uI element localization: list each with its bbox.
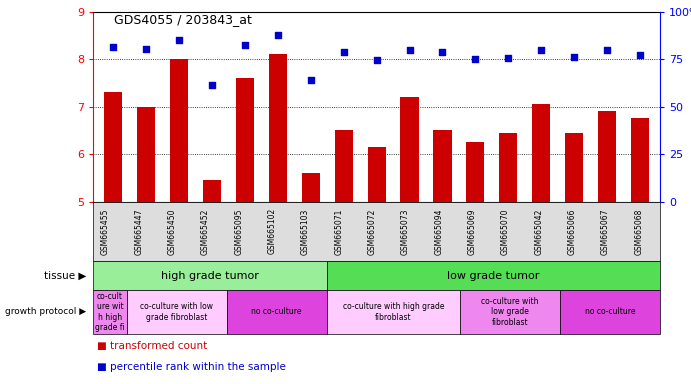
Text: GSM665069: GSM665069 — [468, 208, 477, 255]
Point — [470, 56, 481, 62]
Text: GSM665042: GSM665042 — [534, 208, 543, 255]
Text: GSM665094: GSM665094 — [434, 208, 443, 255]
Bar — [170, 59, 188, 202]
Text: GSM665073: GSM665073 — [401, 208, 410, 255]
Point — [272, 32, 283, 38]
Text: GSM665450: GSM665450 — [168, 208, 177, 255]
Bar — [401, 97, 419, 202]
Point — [371, 57, 382, 63]
Text: co-culture with
low grade
fibroblast: co-culture with low grade fibroblast — [481, 297, 539, 327]
Bar — [203, 180, 221, 202]
Text: GSM665452: GSM665452 — [201, 208, 210, 255]
Point — [239, 42, 250, 48]
Text: GSM665102: GSM665102 — [267, 208, 276, 255]
Point — [108, 44, 119, 50]
Text: no co-culture: no co-culture — [252, 308, 302, 316]
Text: co-culture with low
grade fibroblast: co-culture with low grade fibroblast — [140, 302, 213, 322]
Point — [536, 47, 547, 53]
Bar — [334, 130, 352, 202]
Text: GSM665071: GSM665071 — [334, 208, 343, 255]
Point — [140, 46, 151, 52]
Bar — [598, 111, 616, 202]
Point — [437, 49, 448, 55]
Text: co-cult
ure wit
h high
grade fi: co-cult ure wit h high grade fi — [95, 292, 125, 332]
Point — [569, 54, 580, 60]
Text: GSM665103: GSM665103 — [301, 208, 310, 255]
Text: GSM665067: GSM665067 — [601, 208, 610, 255]
Bar — [236, 78, 254, 202]
Point — [338, 49, 349, 55]
Text: growth protocol ▶: growth protocol ▶ — [6, 308, 86, 316]
Bar — [532, 104, 550, 202]
Text: GSM665447: GSM665447 — [134, 208, 143, 255]
Bar — [466, 142, 484, 202]
Point — [602, 47, 613, 53]
Text: tissue ▶: tissue ▶ — [44, 270, 86, 281]
Bar — [269, 54, 287, 202]
Bar — [631, 118, 650, 202]
Bar — [565, 133, 583, 202]
Text: ■ transformed count: ■ transformed count — [97, 341, 207, 351]
Text: high grade tumor: high grade tumor — [161, 270, 259, 281]
Text: co-culture with high grade
fibroblast: co-culture with high grade fibroblast — [343, 302, 444, 322]
Point — [173, 37, 184, 43]
Point — [305, 77, 316, 83]
Bar — [302, 173, 320, 202]
Text: ■ percentile rank within the sample: ■ percentile rank within the sample — [97, 362, 285, 372]
Point — [634, 52, 645, 58]
Text: GSM665072: GSM665072 — [368, 208, 377, 255]
Text: GSM665455: GSM665455 — [101, 208, 110, 255]
Text: low grade tumor: low grade tumor — [447, 270, 540, 281]
Point — [207, 82, 218, 88]
Bar — [368, 147, 386, 202]
Text: GSM665066: GSM665066 — [567, 208, 576, 255]
Bar — [137, 107, 155, 202]
Point — [404, 47, 415, 53]
Text: no co-culture: no co-culture — [585, 308, 635, 316]
Text: GDS4055 / 203843_at: GDS4055 / 203843_at — [114, 13, 252, 26]
Text: GSM665070: GSM665070 — [501, 208, 510, 255]
Bar — [500, 133, 518, 202]
Point — [503, 55, 514, 61]
Bar — [433, 130, 451, 202]
Text: GSM665068: GSM665068 — [634, 208, 643, 255]
Bar — [104, 92, 122, 202]
Text: GSM665095: GSM665095 — [234, 208, 243, 255]
